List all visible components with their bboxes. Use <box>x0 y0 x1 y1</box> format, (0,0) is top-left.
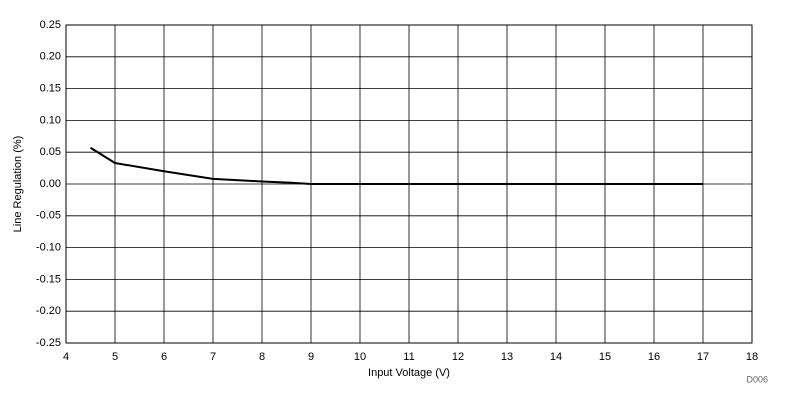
y-tick-label: 0.25 <box>40 19 61 31</box>
y-tick-label: -0.25 <box>36 337 61 349</box>
x-tick-label: 10 <box>354 351 366 363</box>
x-axis-label: Input Voltage (V) <box>368 367 450 379</box>
x-tick-label: 9 <box>308 351 314 363</box>
x-tick-label: 14 <box>550 351 562 363</box>
y-tick-label: -0.20 <box>36 305 61 317</box>
y-tick-label: 0.15 <box>40 83 61 95</box>
y-tick-label: -0.10 <box>36 242 61 254</box>
plot-frame <box>65 24 753 344</box>
x-tick-label: 8 <box>259 351 265 363</box>
y-axis-label: Line Regulation (%) <box>12 136 24 233</box>
x-tick-label: 18 <box>746 351 758 363</box>
x-tick-label: 12 <box>452 351 464 363</box>
x-tick-label: 5 <box>112 351 118 363</box>
x-tick-label: 6 <box>161 351 167 363</box>
x-tick-label: 4 <box>63 351 69 363</box>
data-line <box>89 146 703 185</box>
y-tick-label: 0.10 <box>40 114 61 126</box>
y-tick-label: 0.00 <box>40 178 61 190</box>
annotation: D006 <box>746 374 768 384</box>
y-tick-label: -0.05 <box>36 210 61 222</box>
x-tick-label: 13 <box>501 351 513 363</box>
x-tick-label: 11 <box>403 351 414 363</box>
x-tick-label: 17 <box>697 351 709 363</box>
x-tick-label: 7 <box>210 351 216 363</box>
x-tick-label: 15 <box>599 351 611 363</box>
y-tick-label: -0.15 <box>36 273 61 285</box>
y-tick-label: 0.05 <box>40 146 61 158</box>
y-tick-label: 0.20 <box>40 51 61 63</box>
x-tick-label: 16 <box>648 351 660 363</box>
